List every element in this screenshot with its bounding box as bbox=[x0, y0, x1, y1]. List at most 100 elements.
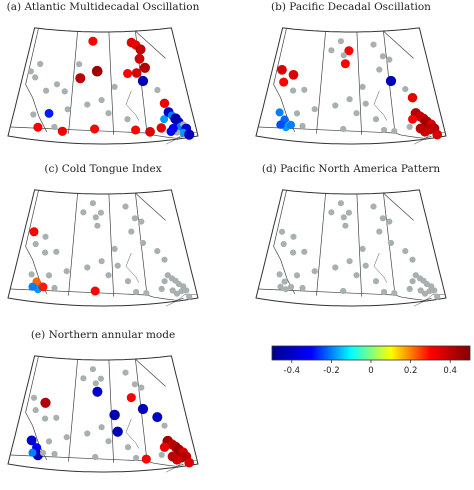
station-marker bbox=[164, 272, 171, 279]
station-marker bbox=[137, 403, 149, 415]
station-marker bbox=[122, 369, 129, 376]
station-marker bbox=[51, 450, 58, 458]
lake-winnipeg-shore bbox=[125, 418, 140, 449]
province-border bbox=[356, 193, 362, 297]
station-marker bbox=[141, 454, 152, 464]
colorbar-tick-label: -0.4 bbox=[284, 366, 301, 376]
station-layer bbox=[27, 36, 195, 140]
province-border bbox=[68, 193, 78, 296]
station-marker bbox=[37, 60, 44, 68]
station-marker bbox=[431, 287, 438, 294]
station-marker bbox=[290, 249, 297, 256]
station-marker bbox=[134, 53, 145, 64]
station-marker bbox=[415, 123, 426, 134]
station-marker bbox=[278, 228, 286, 235]
station-marker bbox=[75, 72, 86, 84]
station-marker bbox=[63, 434, 70, 441]
station-marker bbox=[135, 44, 146, 55]
station-marker bbox=[122, 203, 129, 210]
province-border bbox=[10, 126, 148, 134]
station-marker bbox=[340, 59, 351, 69]
station-marker bbox=[328, 209, 335, 216]
station-marker bbox=[406, 285, 413, 292]
station-marker bbox=[57, 126, 68, 137]
station-marker bbox=[376, 228, 383, 235]
station-marker bbox=[39, 449, 47, 456]
station-marker bbox=[167, 451, 178, 462]
station-marker bbox=[26, 435, 37, 446]
station-marker bbox=[137, 75, 149, 87]
colorbar-gradient bbox=[271, 345, 471, 361]
station-marker bbox=[94, 222, 101, 229]
station-marker bbox=[293, 110, 301, 117]
station-marker bbox=[277, 283, 284, 290]
station-marker bbox=[359, 245, 366, 252]
station-marker bbox=[97, 375, 104, 382]
panel-title: (d) Pacific North America Pattern bbox=[262, 163, 441, 175]
station-marker bbox=[311, 268, 318, 275]
station-marker bbox=[409, 256, 416, 263]
station-marker bbox=[340, 214, 347, 221]
station-marker bbox=[124, 116, 131, 123]
province-border bbox=[25, 356, 48, 461]
station-marker bbox=[276, 271, 283, 278]
station-marker bbox=[161, 256, 168, 263]
station-marker bbox=[138, 384, 145, 391]
station-marker bbox=[109, 409, 121, 421]
station-marker bbox=[160, 115, 169, 124]
station-marker bbox=[359, 83, 366, 90]
station-marker bbox=[290, 233, 297, 240]
station-marker bbox=[434, 293, 441, 300]
station-marker bbox=[409, 278, 416, 285]
station-marker bbox=[152, 411, 163, 423]
station-marker bbox=[379, 53, 386, 60]
station-marker bbox=[90, 286, 100, 296]
station-marker bbox=[124, 444, 132, 451]
station-marker bbox=[387, 239, 395, 247]
colorbar: -0.4 -0.2 0 0.2 0.4 bbox=[271, 345, 471, 376]
station-marker bbox=[186, 293, 193, 300]
station-layer bbox=[28, 200, 193, 300]
station-marker bbox=[97, 209, 104, 216]
station-marker bbox=[126, 37, 137, 48]
station-marker bbox=[139, 239, 147, 247]
station-marker bbox=[332, 264, 339, 271]
station-marker bbox=[161, 278, 168, 285]
station-marker bbox=[340, 52, 347, 59]
station-marker bbox=[402, 86, 409, 93]
station-marker bbox=[84, 101, 91, 108]
station-marker bbox=[288, 69, 299, 80]
province-border bbox=[135, 192, 166, 221]
province-border bbox=[135, 358, 166, 387]
station-marker bbox=[28, 282, 37, 291]
station-marker bbox=[91, 65, 103, 77]
station-marker bbox=[38, 282, 48, 292]
lake-winnipeg-shore bbox=[373, 252, 388, 283]
map-frame bbox=[7, 189, 199, 307]
station-marker bbox=[130, 125, 141, 135]
station-marker bbox=[311, 106, 318, 113]
station-marker bbox=[299, 122, 306, 130]
station-marker bbox=[293, 272, 301, 279]
station-marker bbox=[105, 272, 112, 279]
station-marker bbox=[158, 451, 165, 458]
station-marker bbox=[112, 426, 123, 437]
station-marker bbox=[277, 64, 288, 75]
station-marker bbox=[124, 278, 132, 285]
station-marker bbox=[372, 278, 380, 285]
province-border bbox=[25, 28, 48, 133]
station-marker bbox=[407, 92, 418, 103]
station-marker bbox=[138, 218, 145, 225]
map-frame bbox=[255, 27, 447, 145]
station-marker bbox=[44, 108, 54, 119]
province-border bbox=[68, 359, 78, 462]
station-marker bbox=[287, 283, 295, 290]
station-marker bbox=[32, 407, 39, 414]
station-marker bbox=[340, 125, 347, 133]
station-marker bbox=[362, 100, 369, 107]
station-marker bbox=[381, 126, 388, 134]
station-marker bbox=[33, 122, 43, 132]
station-marker bbox=[111, 83, 118, 90]
station-marker bbox=[63, 268, 70, 275]
station-marker bbox=[105, 438, 112, 445]
